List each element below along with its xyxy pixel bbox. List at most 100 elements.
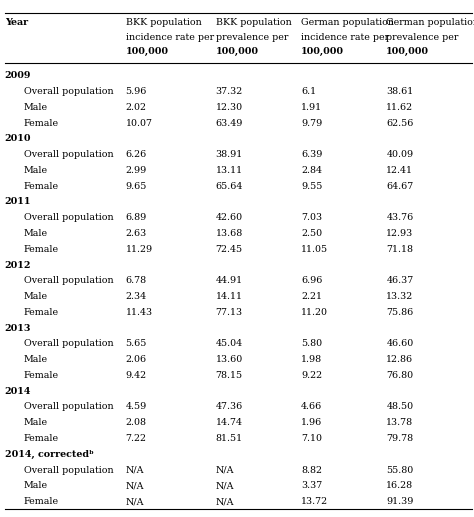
Text: 78.15: 78.15 xyxy=(216,371,243,380)
Text: 100,000: 100,000 xyxy=(301,47,344,56)
Text: Year: Year xyxy=(5,18,28,27)
Text: 7.10: 7.10 xyxy=(301,434,322,443)
Text: 6.78: 6.78 xyxy=(126,276,147,285)
Text: Male: Male xyxy=(24,481,48,490)
Text: 40.09: 40.09 xyxy=(386,150,413,159)
Text: 46.60: 46.60 xyxy=(386,339,413,348)
Text: 13.11: 13.11 xyxy=(216,166,243,175)
Text: 5.65: 5.65 xyxy=(126,339,147,348)
Text: 65.64: 65.64 xyxy=(216,181,243,191)
Text: 2013: 2013 xyxy=(5,324,31,332)
Text: German population: German population xyxy=(386,18,474,27)
Text: 1.98: 1.98 xyxy=(301,355,322,364)
Text: 42.60: 42.60 xyxy=(216,213,243,222)
Text: 11.05: 11.05 xyxy=(301,245,328,254)
Text: 11.62: 11.62 xyxy=(386,103,413,112)
Text: 38.91: 38.91 xyxy=(216,150,243,159)
Text: 100,000: 100,000 xyxy=(386,47,429,56)
Text: 11.20: 11.20 xyxy=(301,308,328,317)
Text: Overall population: Overall population xyxy=(24,150,113,159)
Text: N/A: N/A xyxy=(216,481,234,490)
Text: 9.79: 9.79 xyxy=(301,118,322,128)
Text: 12.41: 12.41 xyxy=(386,166,413,175)
Text: 9.55: 9.55 xyxy=(301,181,322,191)
Text: 47.36: 47.36 xyxy=(216,402,243,412)
Text: German population: German population xyxy=(301,18,394,27)
Text: 6.89: 6.89 xyxy=(126,213,147,222)
Text: 13.68: 13.68 xyxy=(216,229,243,238)
Text: 38.61: 38.61 xyxy=(386,87,413,96)
Text: 64.67: 64.67 xyxy=(386,181,413,191)
Text: 7.03: 7.03 xyxy=(301,213,322,222)
Text: 14.74: 14.74 xyxy=(216,418,243,427)
Text: 12.93: 12.93 xyxy=(386,229,413,238)
Text: 2012: 2012 xyxy=(5,261,31,269)
Text: Overall population: Overall population xyxy=(24,402,113,412)
Text: 100,000: 100,000 xyxy=(216,47,259,56)
Text: Male: Male xyxy=(24,292,48,301)
Text: 6.39: 6.39 xyxy=(301,150,322,159)
Text: N/A: N/A xyxy=(126,481,144,490)
Text: 2.02: 2.02 xyxy=(126,103,146,112)
Text: 2009: 2009 xyxy=(5,71,31,80)
Text: prevalence per: prevalence per xyxy=(216,33,288,41)
Text: 100,000: 100,000 xyxy=(126,47,169,56)
Text: incidence rate per: incidence rate per xyxy=(126,33,214,41)
Text: 13.72: 13.72 xyxy=(301,497,328,506)
Text: 4.59: 4.59 xyxy=(126,402,147,412)
Text: Overall population: Overall population xyxy=(24,213,113,222)
Text: 76.80: 76.80 xyxy=(386,371,413,380)
Text: Overall population: Overall population xyxy=(24,276,113,285)
Text: 43.76: 43.76 xyxy=(386,213,413,222)
Text: 11.29: 11.29 xyxy=(126,245,153,254)
Text: 44.91: 44.91 xyxy=(216,276,243,285)
Text: 62.56: 62.56 xyxy=(386,118,414,128)
Text: 11.43: 11.43 xyxy=(126,308,153,317)
Text: 45.04: 45.04 xyxy=(216,339,243,348)
Text: Female: Female xyxy=(24,118,59,128)
Text: 2.84: 2.84 xyxy=(301,166,322,175)
Text: Female: Female xyxy=(24,434,59,443)
Text: 6.96: 6.96 xyxy=(301,276,322,285)
Text: 2.34: 2.34 xyxy=(126,292,147,301)
Text: 2.21: 2.21 xyxy=(301,292,322,301)
Text: 2014, correctedᵇ: 2014, correctedᵇ xyxy=(5,450,93,459)
Text: prevalence per: prevalence per xyxy=(386,33,459,41)
Text: Female: Female xyxy=(24,308,59,317)
Text: 46.37: 46.37 xyxy=(386,276,413,285)
Text: N/A: N/A xyxy=(216,465,234,475)
Text: 2.99: 2.99 xyxy=(126,166,147,175)
Text: 72.45: 72.45 xyxy=(216,245,243,254)
Text: 13.32: 13.32 xyxy=(386,292,413,301)
Text: Male: Male xyxy=(24,355,48,364)
Text: Female: Female xyxy=(24,245,59,254)
Text: BKK population: BKK population xyxy=(216,18,292,27)
Text: 71.18: 71.18 xyxy=(386,245,413,254)
Text: 2014: 2014 xyxy=(5,387,31,396)
Text: 2.50: 2.50 xyxy=(301,229,322,238)
Text: Male: Male xyxy=(24,418,48,427)
Text: 2011: 2011 xyxy=(5,197,31,206)
Text: 3.37: 3.37 xyxy=(301,481,322,490)
Text: 14.11: 14.11 xyxy=(216,292,243,301)
Text: 13.78: 13.78 xyxy=(386,418,413,427)
Text: Female: Female xyxy=(24,371,59,380)
Text: 63.49: 63.49 xyxy=(216,118,243,128)
Text: 79.78: 79.78 xyxy=(386,434,413,443)
Text: 10.07: 10.07 xyxy=(126,118,153,128)
Text: N/A: N/A xyxy=(126,465,144,475)
Text: N/A: N/A xyxy=(216,497,234,506)
Text: 12.86: 12.86 xyxy=(386,355,413,364)
Text: N/A: N/A xyxy=(126,497,144,506)
Text: 9.65: 9.65 xyxy=(126,181,147,191)
Text: 55.80: 55.80 xyxy=(386,465,413,475)
Text: 77.13: 77.13 xyxy=(216,308,243,317)
Text: 9.42: 9.42 xyxy=(126,371,147,380)
Text: 6.1: 6.1 xyxy=(301,87,316,96)
Text: BKK population: BKK population xyxy=(126,18,201,27)
Text: Overall population: Overall population xyxy=(24,339,113,348)
Text: 2.08: 2.08 xyxy=(126,418,146,427)
Text: 16.28: 16.28 xyxy=(386,481,413,490)
Text: 9.22: 9.22 xyxy=(301,371,322,380)
Text: Overall population: Overall population xyxy=(24,465,113,475)
